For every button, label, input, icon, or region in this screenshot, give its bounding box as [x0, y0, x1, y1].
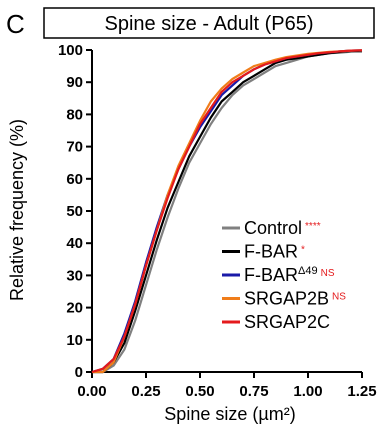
y-tick-label: 30 — [66, 267, 83, 284]
y-tick-label: 50 — [66, 203, 83, 220]
panel-letter: C — [6, 9, 25, 39]
legend-name: F-BAR — [244, 242, 298, 262]
x-tick-label: 0.75 — [239, 383, 268, 400]
significance-marker: * — [301, 245, 305, 256]
y-tick-label: 40 — [66, 235, 83, 252]
y-tick-label: 0 — [75, 364, 83, 381]
legend-name: SRGAP2C — [244, 312, 330, 332]
legend-label-1: F-BAR * — [244, 242, 305, 262]
legend-name: Control — [244, 218, 302, 238]
x-tick-label: 1.25 — [347, 383, 376, 400]
y-tick-label: 100 — [58, 42, 83, 59]
significance-marker: NS — [332, 292, 346, 303]
x-tick-label: 0.50 — [185, 383, 214, 400]
legend-label-3: SRGAP2B NS — [244, 289, 346, 309]
y-tick-label: 80 — [66, 106, 83, 123]
chart-title: Spine size - Adult (P65) — [105, 13, 314, 35]
legend-name: F-BAR — [244, 265, 298, 285]
x-axis-label: Spine size (µm²) — [164, 404, 295, 424]
x-tick-label: 0.25 — [131, 383, 160, 400]
x-tick-label: 1.00 — [293, 383, 322, 400]
series-line-4 — [91, 49, 363, 374]
significance-marker: NS — [321, 268, 335, 279]
legend-label-0: Control **** — [244, 218, 321, 238]
legend-label-2: F-BARΔ49 NS — [244, 265, 335, 285]
title-box — [43, 7, 375, 39]
y-tick-label: 20 — [66, 300, 83, 317]
y-axis-label: Relative frequency (%) — [7, 119, 27, 301]
legend-superscript: Δ49 — [298, 265, 318, 277]
x-tick-label: 0.00 — [77, 383, 106, 400]
y-tick-label: 10 — [66, 332, 83, 349]
significance-marker: **** — [305, 221, 321, 232]
y-tick-label: 70 — [66, 139, 83, 156]
y-tick-label: 90 — [66, 74, 83, 91]
legend-name: SRGAP2B — [244, 289, 329, 309]
series-line-1 — [92, 49, 363, 374]
y-tick-label: 60 — [66, 171, 83, 188]
plot-area: 0 10 20 30 40 50 60 70 80 90 100 0.00 0.25 0.50 0.75 1.… — [58, 42, 377, 400]
legend-label-4: SRGAP2C — [244, 312, 330, 332]
